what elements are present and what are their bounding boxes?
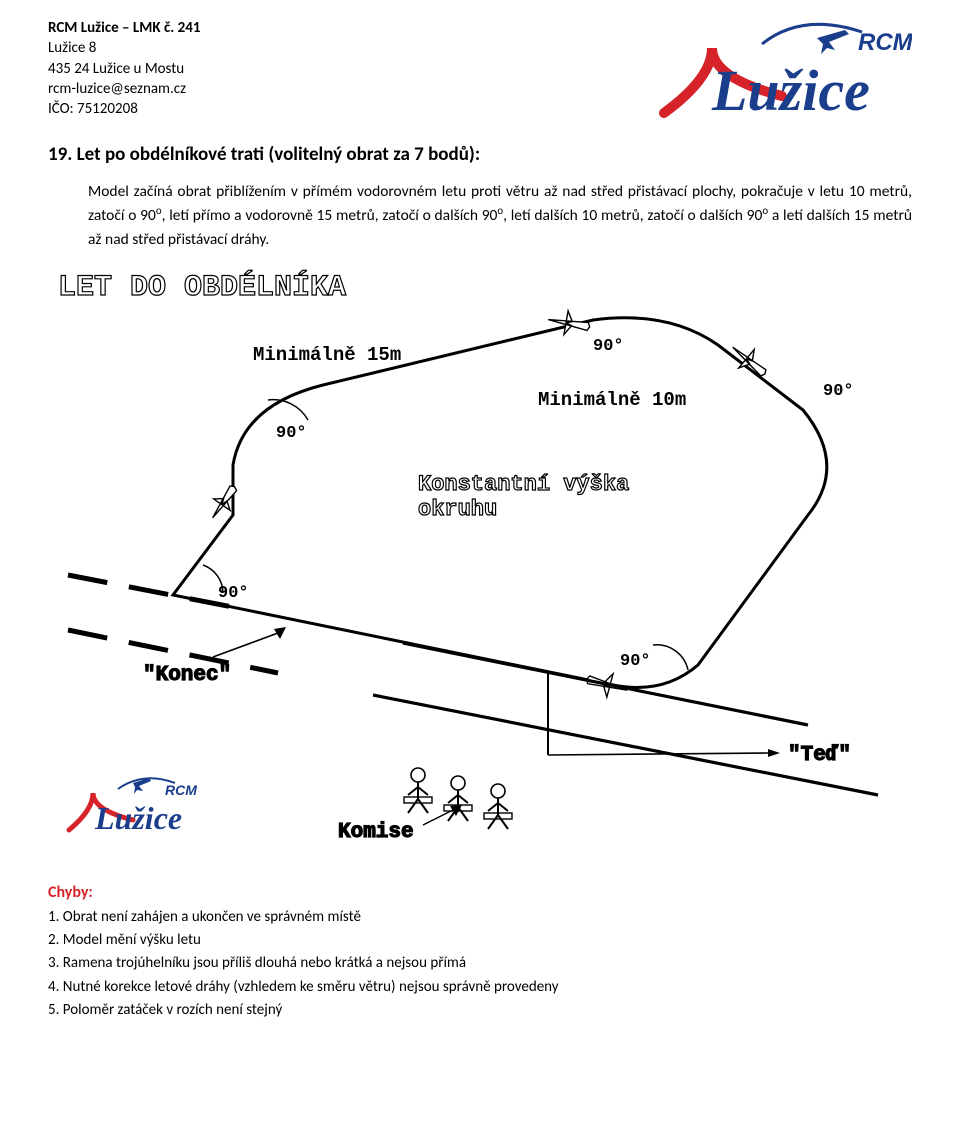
error-item: 5. Poloměr zatáček v rozích není stejný: [48, 999, 912, 1022]
errors-heading-text: Chyby:: [48, 883, 93, 902]
angle-90-left: 90°: [218, 584, 249, 603]
error-item: 1. Obrat není zahájen a ukončen ve správ…: [48, 906, 912, 929]
error-item: 2. Model mění výšku letu: [48, 929, 912, 952]
body-seg-b: , letí přímo a vodorovně 15 metrů, zatoč…: [162, 206, 498, 225]
error-item: 3. Ramena trojúhelníku jsou příliš dlouh…: [48, 952, 912, 975]
angle-90-top: 90°: [593, 337, 624, 356]
label-const-height-2: okruhu: [418, 497, 497, 522]
logo-main-text: Lužice: [711, 58, 870, 123]
errors-list: 1. Obrat není zahájen a ukončen ve správ…: [48, 906, 912, 1022]
description-paragraph: Model začíná obrat přiblížením v přímém …: [48, 180, 912, 251]
label-min10: Minimálně 10m: [538, 389, 686, 411]
label-ted: "Teď": [788, 744, 851, 767]
logo-rcm-text: RCM: [858, 29, 912, 56]
diagram-title: LET DO OBDÉLNÍKA: [58, 270, 346, 305]
angle-90-br: 90°: [620, 652, 651, 671]
logo: RCM Lužice: [652, 18, 912, 133]
org-line-3: 435 24 Lužice u Mostu: [48, 59, 200, 79]
errors-heading: Chyby:: [48, 883, 912, 902]
body-seg-c: , letí dalších 10 metrů, zatočí o dalšíc…: [503, 206, 762, 225]
label-konec: "Konec": [143, 664, 231, 687]
org-line-2: Lužice 8: [48, 38, 200, 58]
org-address-block: RCM Lužice – LMK č. 241 Lužice 8 435 24 …: [48, 18, 200, 119]
diagram-svg: LET DO OBDÉLNÍKA 90° 90° 90° 90° 90° Min…: [48, 265, 908, 865]
diagram: LET DO OBDÉLNÍKA 90° 90° 90° 90° 90° Min…: [48, 265, 912, 865]
org-line-1: RCM Lužice – LMK č. 241: [48, 18, 200, 38]
error-item: 4. Nutné korekce letové dráhy (vzhledem …: [48, 976, 912, 999]
logo-svg: RCM Lužice: [652, 18, 912, 128]
label-komise: Komise: [338, 821, 414, 844]
label-const-height-1: Konstantní výška: [418, 472, 629, 497]
header: RCM Lužice – LMK č. 241 Lužice 8 435 24 …: [48, 18, 912, 133]
angle-90-bl: 90°: [276, 424, 307, 443]
label-min15: Minimálně 15m: [253, 344, 401, 366]
logo-small-rcm: RCM: [165, 782, 197, 798]
org-line-5: IČO: 75120208: [48, 99, 200, 119]
org-line-4: rcm-luzice@seznam.cz: [48, 79, 200, 99]
angle-90-tr: 90°: [823, 382, 854, 401]
logo-small-name: Lužice: [94, 800, 182, 836]
section-title: 19. Let po obdélníkové trati (volitelný …: [48, 143, 912, 166]
